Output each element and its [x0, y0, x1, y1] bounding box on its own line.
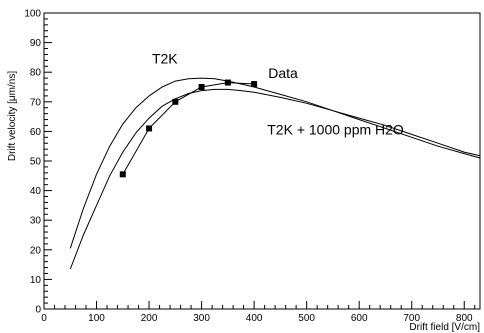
plot-frame: [43, 12, 481, 310]
annotation-t2k: T2K: [152, 50, 178, 66]
x-axis-label: Drift field [V/cm]: [409, 322, 480, 333]
annotation-data: Data: [268, 65, 298, 81]
data-point-marker: [224, 79, 231, 86]
annotation-t2k-h2o: T2K + 1000 ppm H2O: [267, 121, 404, 137]
y-tick-label: 100: [24, 9, 41, 20]
data-connector-line: [122, 82, 255, 175]
y-tick-label: 80: [30, 68, 42, 79]
y-tick-label: 50: [30, 157, 42, 168]
y-tick-label: 10: [30, 275, 42, 286]
y-tick-label: 30: [30, 216, 42, 227]
data-point-marker: [198, 84, 205, 90]
y-tick-label: 20: [30, 245, 42, 256]
series-curve-1: [69, 88, 481, 270]
annotation-layer: T2K Data T2K + 1000 ppm H2O: [152, 50, 404, 137]
y-tick-label: 40: [30, 186, 42, 197]
x-tick-label: 0: [41, 313, 47, 324]
data-point-marker: [146, 125, 153, 132]
y-tick-label: 60: [30, 127, 42, 138]
x-tick-label: 500: [298, 313, 315, 324]
x-tick-label: 400: [246, 313, 263, 324]
x-tick-label: 100: [88, 313, 105, 324]
series-layer: [69, 77, 481, 270]
axis-ticks: 0 100 200 300 400 500 600 700 800 0 10 20 30 40 50 60 70…: [24, 9, 476, 324]
x-tick-label: 800: [456, 313, 473, 324]
data-point-marker: [172, 98, 179, 105]
data-point-marker: [119, 171, 126, 178]
x-tick-label: 700: [403, 313, 420, 324]
x-tick-label: 300: [193, 313, 210, 324]
x-tick-label: 200: [141, 313, 158, 324]
y-tick-label: 0: [35, 305, 41, 316]
x-tick-label: 600: [351, 313, 368, 324]
series-curve-0: [69, 77, 481, 249]
y-tick-label: 70: [30, 97, 42, 108]
y-axis-label: Drift velocity [μm/ns]: [7, 71, 18, 161]
data-point-marker: [251, 81, 258, 88]
y-tick-label: 90: [30, 38, 42, 49]
